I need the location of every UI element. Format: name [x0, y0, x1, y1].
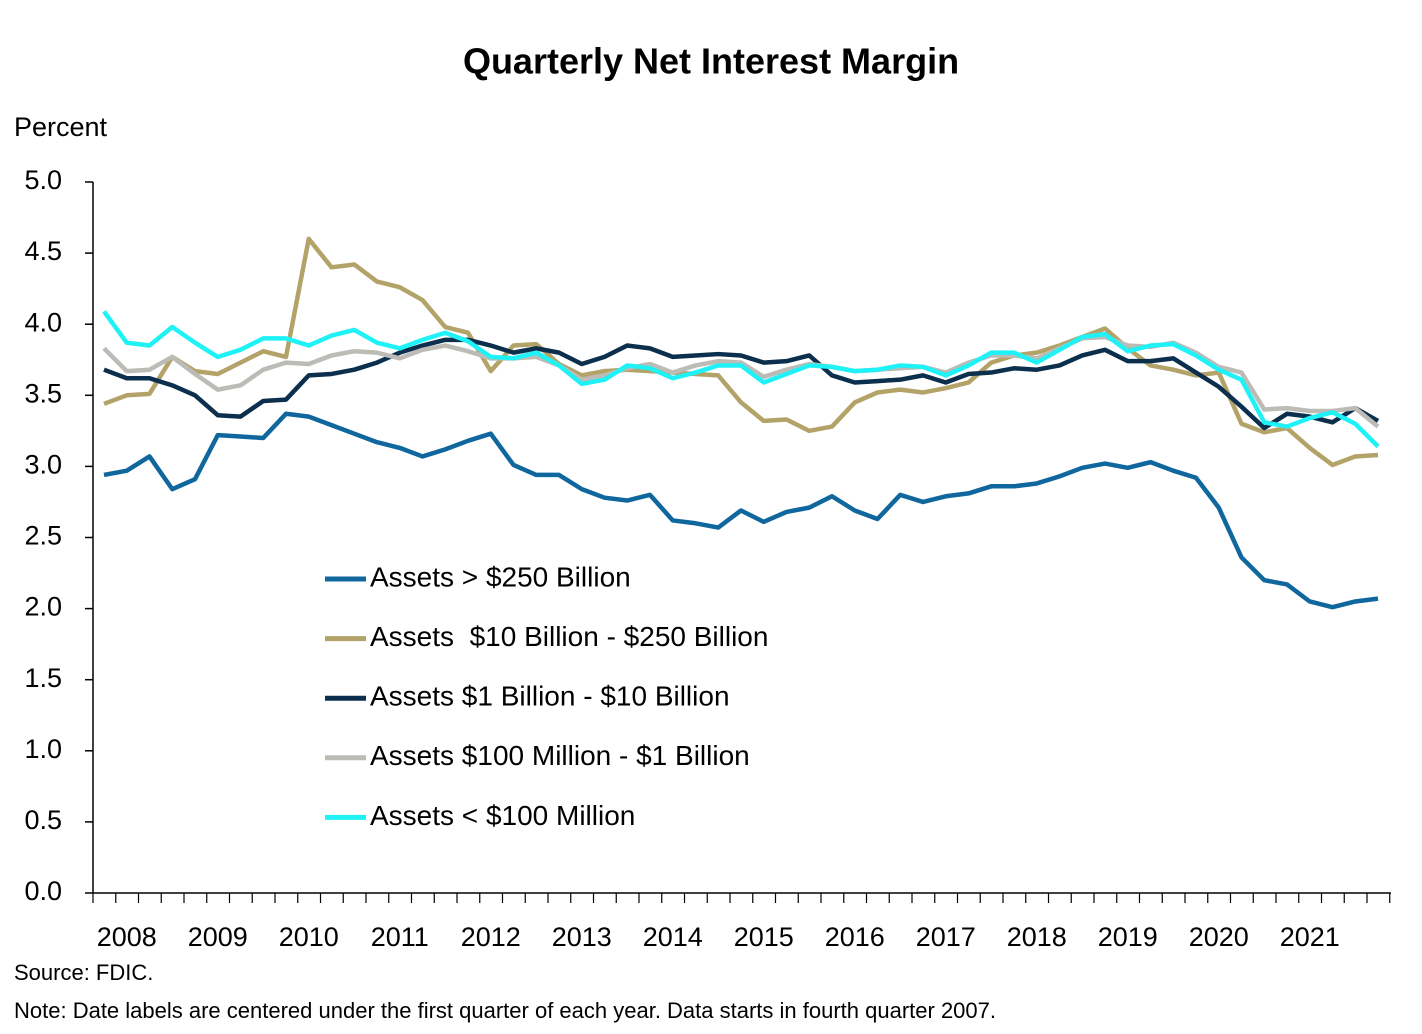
x-tick-label: 2009 [188, 922, 248, 952]
x-tick-label: 2019 [1098, 922, 1158, 952]
y-tick-label: 0.5 [24, 805, 62, 835]
series-line [102, 310, 1380, 449]
chart-title: Quarterly Net Interest Margin [463, 41, 959, 82]
x-tick-label: 2018 [1007, 922, 1067, 952]
legend-label: Assets $1 Billion - $10 Billion [370, 681, 730, 712]
x-tick-label: 2014 [643, 922, 703, 952]
x-tick-label: 2008 [97, 922, 157, 952]
y-tick-label: 2.0 [24, 592, 62, 622]
x-tick-label: 2017 [916, 922, 976, 952]
y-tick-label: 5.0 [24, 165, 62, 195]
x-tick-label: 2010 [279, 922, 339, 952]
x-tick-label: 2020 [1189, 922, 1249, 952]
y-axis-label: Percent [14, 112, 108, 142]
y-tick-label: 2.5 [24, 521, 62, 551]
note: Note: Date labels are centered under the… [14, 998, 996, 1023]
legend-label: Assets $100 Million - $1 Billion [370, 740, 750, 771]
y-tick-label: 4.0 [24, 307, 62, 337]
x-tick-label: 2011 [371, 922, 429, 952]
series-line [103, 236, 1379, 468]
x-tick-label: 2015 [734, 922, 794, 952]
y-tick-label: 0.0 [24, 876, 62, 906]
y-tick-label: 3.0 [24, 450, 62, 480]
legend-label: Assets > $250 Billion [370, 561, 631, 592]
y-tick-label: 3.5 [24, 378, 62, 408]
legend-label: Assets $10 Billion - $250 Billion [370, 621, 768, 652]
series-line [103, 411, 1379, 610]
y-tick-label: 4.5 [24, 236, 62, 266]
x-tick-label: 2021 [1280, 922, 1340, 952]
series-line [103, 337, 1380, 431]
source: Source: FDIC. [14, 960, 153, 985]
x-tick-label: 2013 [552, 922, 612, 952]
x-tick-label: 2012 [461, 922, 521, 952]
y-tick-label: 1.0 [24, 734, 62, 764]
legend-label: Assets < $100 Million [370, 800, 635, 831]
y-tick-label: 1.5 [24, 663, 62, 693]
x-tick-label: 2016 [825, 922, 885, 952]
